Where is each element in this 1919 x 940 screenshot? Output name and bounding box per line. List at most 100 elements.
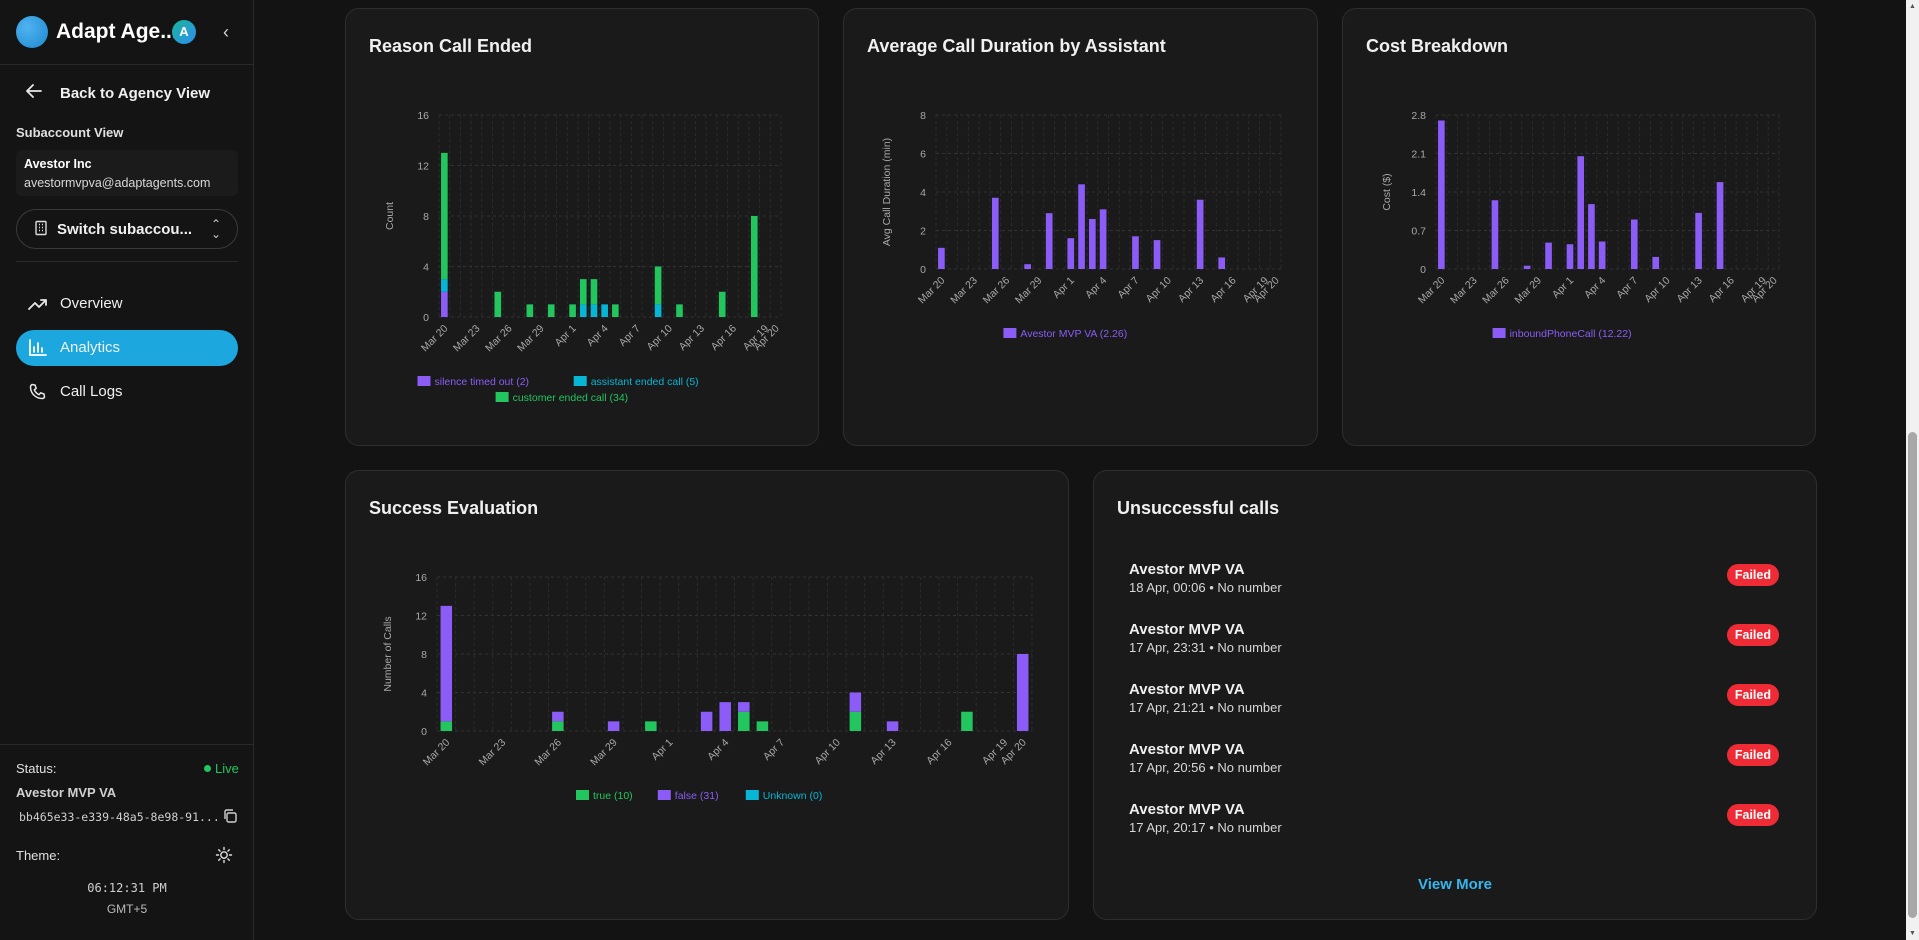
call-meta: 17 Apr, 23:31 • No number [1129,640,1282,655]
x-tick-label: Apr 13 [1674,275,1704,305]
bar [569,304,576,317]
back-to-agency-label: Back to Agency View [60,85,211,102]
x-tick-label: Apr 1 [1550,275,1576,301]
switch-subaccount-button[interactable]: Switch subaccou... ⌃ ⌄ [16,209,238,249]
y-tick-label: 8 [423,211,429,223]
arrow-left-icon [26,84,46,102]
bar [526,304,534,317]
bar [991,197,999,269]
bar [1078,184,1085,269]
x-tick-label: Apr 13 [868,737,898,767]
brand-name: Adapt Age... [56,20,178,43]
bar [1153,240,1161,269]
x-tick-label: Apr 7 [1115,275,1141,301]
bar [1045,213,1053,269]
call-assistant-name: Avestor MVP VA [1129,621,1245,638]
bar [441,152,448,280]
scroll-down-icon[interactable]: ▼ [1909,930,1916,937]
bar [1491,200,1499,269]
bar [440,605,453,722]
bar [552,721,564,731]
legend-label: false (31) [675,790,719,802]
bar [750,216,758,317]
x-tick-label: Mar 23 [451,323,483,355]
bar [886,721,899,731]
chevron-up-down-icon: ⌃ ⌄ [210,217,221,241]
bar [601,304,608,317]
bar [1196,199,1204,269]
switch-subaccount-label: Switch subaccou... [57,221,193,238]
call-list-item[interactable]: Avestor MVP VA 17 Apr, 20:17 • No number… [1129,801,1779,851]
reason-call-ended-card: Reason Call Ended 0 4 8 12 16 Count Mar 20 Mar … [345,8,819,446]
y-tick-label: 16 [415,572,427,584]
y-tick-label: 1.4 [1411,187,1426,199]
divider [16,261,238,262]
account-card: Avestor Inc avestormvpva@adaptagents.com [16,150,238,196]
nav-item-call-logs[interactable]: Call Logs [16,374,238,410]
assistant-name: Avestor MVP VA [16,785,117,800]
brand-logo [16,16,48,48]
x-tick-label: Mar 20 [916,275,948,307]
call-list-item[interactable]: Avestor MVP VA 17 Apr, 21:21 • No number… [1129,681,1779,731]
legend-label: customer ended call (34) [513,392,629,404]
call-list-item[interactable]: Avestor MVP VA 17 Apr, 23:31 • No number… [1129,621,1779,671]
y-tick-label: 4 [920,187,926,199]
bar [654,304,662,317]
y-axis-label: Number of Calls [382,616,394,691]
phone-icon [28,383,48,401]
sun-icon[interactable] [215,846,233,864]
scrollbar-thumb[interactable] [1908,432,1917,918]
x-tick-label: Mar 20 [421,737,453,769]
x-tick-label: Apr 13 [677,323,707,353]
cost-breakdown-card: Cost Breakdown 0 0.7 1.4 2.1 2.8 Cost ($) Mar … [1342,8,1816,446]
sidebar: Adapt Age... A ‹ Back to Agency View Sub… [0,0,254,940]
y-tick-label: 2.1 [1411,149,1426,161]
y-tick-label: 2.8 [1411,110,1426,122]
x-tick-label: Apr 10 [813,737,843,767]
trending-up-icon [28,295,48,313]
x-tick-label: Apr 1 [552,323,578,349]
x-tick-label: Apr 7 [617,323,643,349]
legend-swatch [745,790,759,800]
y-tick-label: 0 [423,312,429,324]
view-more-link[interactable]: View More [1418,876,1492,893]
call-meta: 17 Apr, 20:17 • No number [1129,820,1282,835]
bar [938,247,945,269]
page-scrollbar[interactable]: ▲ ▼ [1906,0,1919,940]
bar [1545,242,1552,269]
x-tick-label: Apr 4 [1083,275,1109,301]
bar [1218,257,1226,269]
legend-label: inboundPhoneCall (12.22) [1510,328,1632,340]
status-label: Status: [16,761,57,776]
bar [1598,241,1606,269]
failed-status-badge: Failed [1726,804,1779,826]
legend-swatch [1003,328,1017,338]
x-tick-label: Apr 4 [1582,275,1608,301]
call-meta: 17 Apr, 21:21 • No number [1129,700,1282,715]
avatar[interactable]: A [172,20,196,44]
scroll-up-icon[interactable]: ▲ [1909,3,1916,10]
card-title: Reason Call Ended [369,36,533,56]
x-tick-label: Apr 13 [1176,275,1206,305]
copy-icon[interactable] [222,808,238,824]
back-to-agency-link[interactable]: Back to Agency View [26,84,210,102]
x-tick-label: Mar 20 [1416,275,1448,307]
y-tick-label: 8 [920,110,926,122]
x-tick-label: Apr 1 [649,737,675,763]
collapse-sidebar-icon[interactable]: ‹ [223,22,229,42]
bar-chart-icon [28,339,48,357]
legend-swatch [573,376,587,386]
y-axis-label: Avg Call Duration (min) [881,138,893,246]
x-tick-label: Apr 4 [585,323,611,349]
bar [1088,218,1096,269]
call-list-item[interactable]: Avestor MVP VA 18 Apr, 00:06 • No number… [1129,561,1779,611]
call-list-item[interactable]: Avestor MVP VA 17 Apr, 20:56 • No number… [1129,741,1779,791]
cost-breakdown-chart: 0 0.7 1.4 2.1 2.8 Cost ($) Mar 20 Mar 23 Mar 26 M… [1381,110,1780,340]
nav-item-analytics[interactable]: Analytics [16,330,238,366]
bar [612,304,619,317]
failed-status-badge: Failed [1726,624,1779,646]
bar [718,291,726,317]
bar [700,711,713,731]
nav-item-overview[interactable]: Overview [16,286,238,322]
